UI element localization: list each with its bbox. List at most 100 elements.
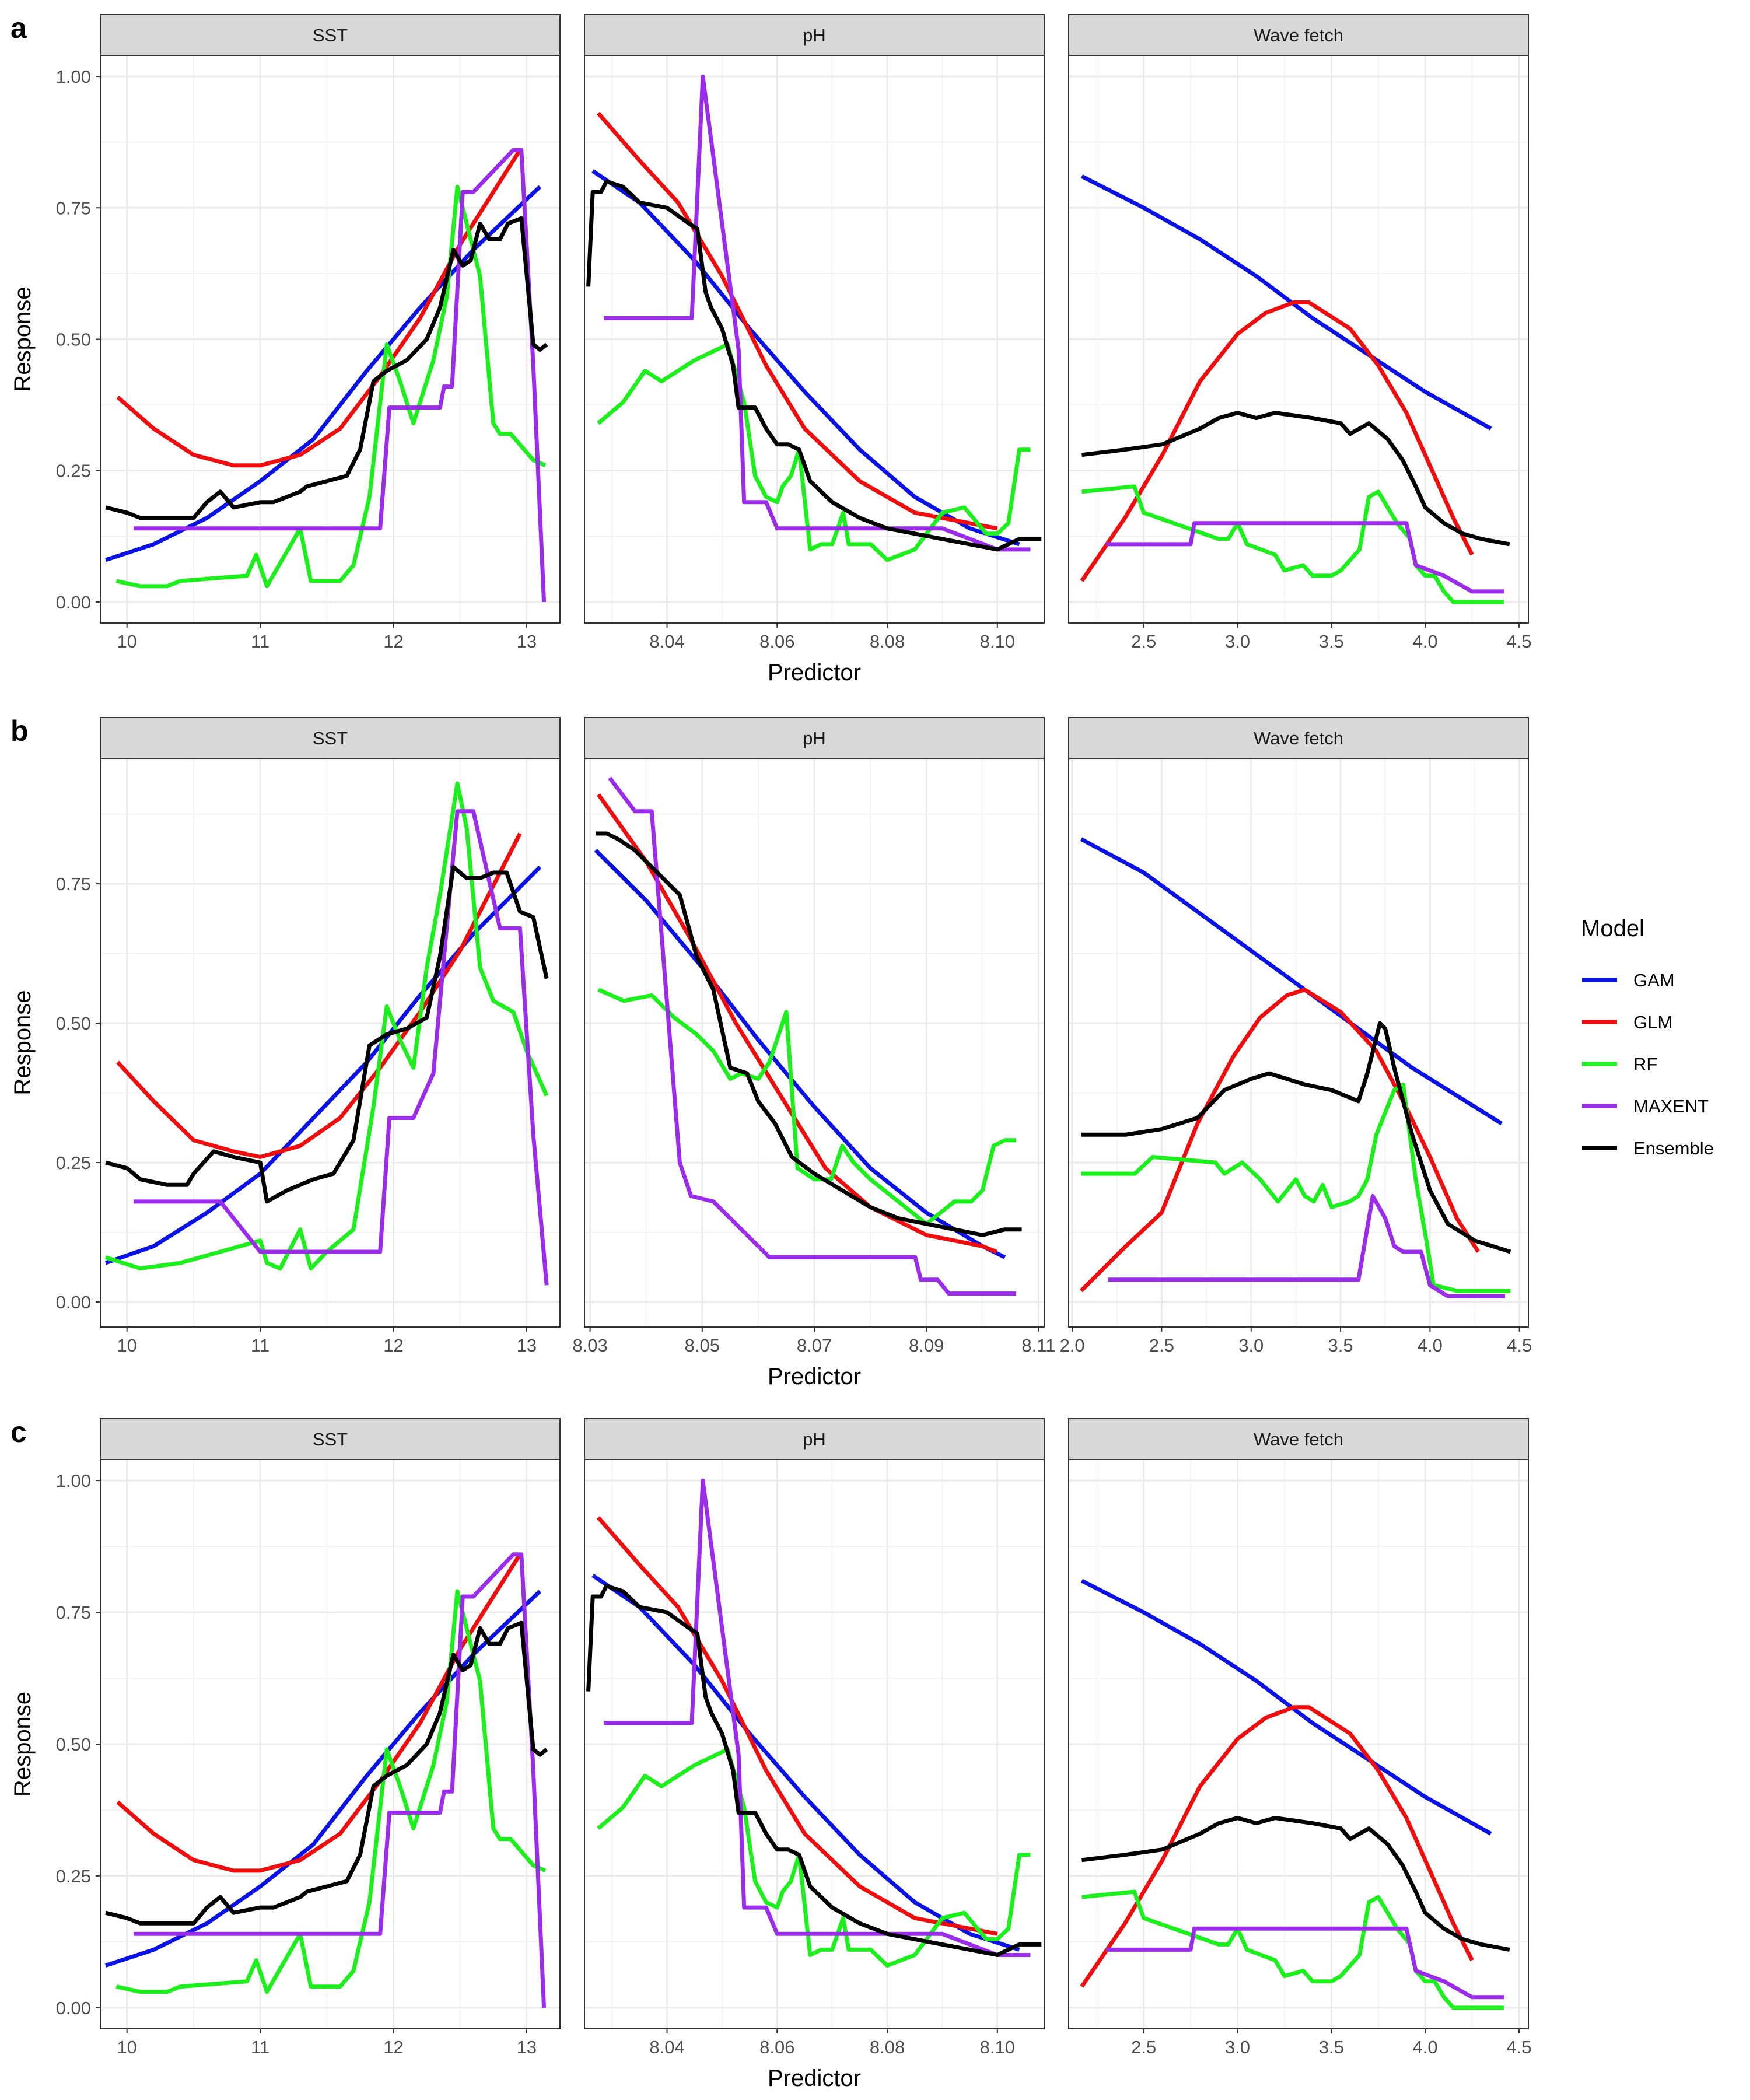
facet-strip-label: SST bbox=[313, 1429, 348, 1450]
panel-border bbox=[584, 1459, 1045, 2029]
x-tick-label: 8.06 bbox=[760, 631, 794, 652]
x-axis-title: Predictor bbox=[768, 660, 861, 685]
y-tick-label: 0.00 bbox=[56, 592, 91, 612]
legend-title: Model bbox=[1581, 916, 1644, 942]
facet-strip bbox=[1068, 14, 1529, 56]
legend-label: GLM bbox=[1633, 1012, 1672, 1032]
series-group bbox=[105, 1552, 548, 2008]
x-tick-label: 13 bbox=[517, 1335, 537, 1356]
panel-sst: SST 10 11 12 13 bbox=[100, 14, 561, 652]
facet-strip-label: Wave fetch bbox=[1254, 728, 1343, 748]
facet-strip-label: SST bbox=[313, 25, 348, 46]
legend-item-rf: RF bbox=[1582, 1054, 1657, 1074]
series-group bbox=[586, 1478, 1042, 1968]
row-b: b 0.00 0.25 0.50 0.75 Response Predictor SST 10 1… bbox=[10, 715, 1532, 1390]
x-tick-label: 8.09 bbox=[909, 1335, 944, 1356]
y-tick-label: 0.50 bbox=[56, 330, 91, 350]
legend-label: RF bbox=[1633, 1054, 1657, 1074]
row-label: c bbox=[10, 1416, 27, 1448]
series-line-maxent bbox=[604, 1478, 1031, 1957]
facet-strip-label: pH bbox=[803, 728, 826, 748]
series-line-gam bbox=[105, 185, 542, 562]
series-line-rf bbox=[597, 988, 1016, 1226]
x-tick-label: 4.0 bbox=[1413, 631, 1438, 652]
panel-wave-fetch: Wave fetch 2.5 3.0 3.5 4.0 4.5 bbox=[1068, 1418, 1531, 2057]
facet-strip bbox=[584, 1418, 1045, 1460]
x-tick-label: 4.5 bbox=[1506, 2037, 1531, 2057]
series-line-maxent bbox=[1106, 521, 1504, 594]
x-tick-label: 10 bbox=[117, 1335, 136, 1356]
x-tick-label: 8.06 bbox=[760, 2037, 794, 2057]
series-group bbox=[105, 148, 548, 603]
series-line-glm bbox=[116, 832, 522, 1159]
x-tick-label: 8.07 bbox=[797, 1335, 832, 1356]
y-tick-label: 0.75 bbox=[56, 1602, 91, 1623]
series-line-rf bbox=[116, 1589, 547, 1994]
series-line-maxent bbox=[1108, 1194, 1506, 1298]
y-tick-label: 0.50 bbox=[56, 1734, 91, 1755]
x-tick-label: 2.5 bbox=[1131, 631, 1156, 652]
x-tick-label: 2.0 bbox=[1060, 1335, 1085, 1356]
series-group bbox=[586, 74, 1042, 562]
x-tick-label: 8.10 bbox=[980, 2037, 1015, 2057]
x-tick-label: 3.5 bbox=[1319, 631, 1344, 652]
y-tick-label: 0.00 bbox=[56, 1292, 91, 1312]
x-tick-label: 3.0 bbox=[1225, 2037, 1250, 2057]
facet-strip bbox=[100, 14, 561, 56]
series-line-maxent bbox=[134, 148, 547, 603]
facet-strip-label: Wave fetch bbox=[1254, 25, 1343, 46]
series-line-rf bbox=[1081, 1082, 1511, 1293]
x-tick-label: 2.5 bbox=[1149, 1335, 1174, 1356]
panel-ph: pH 8.04 8.06 8.08 8.10 bbox=[584, 14, 1045, 652]
y-tick-label: 1.00 bbox=[56, 1471, 91, 1491]
series-group bbox=[1080, 1578, 1510, 2010]
x-tick-label: 2.5 bbox=[1131, 2037, 1156, 2057]
series-line-ensemble bbox=[586, 179, 1042, 552]
x-tick-label: 11 bbox=[251, 631, 270, 652]
series-line-ensemble bbox=[586, 1584, 1042, 1957]
panel-border bbox=[1068, 55, 1529, 624]
series-line-glm bbox=[597, 793, 998, 1254]
panel-ph: pH 8.03 8.05 8.07 8.09 8.11 bbox=[572, 717, 1055, 1356]
row-a: a 0.00 0.25 0.50 0.75 1.00 Response Predictor SS… bbox=[10, 12, 1531, 685]
series-line-gam bbox=[1080, 1578, 1492, 1836]
facet-strip-label: Wave fetch bbox=[1254, 1429, 1343, 1450]
series-group bbox=[1080, 174, 1510, 604]
x-tick-label: 11 bbox=[251, 1335, 270, 1356]
x-tick-label: 12 bbox=[383, 1335, 403, 1356]
series-line-glm bbox=[116, 149, 522, 468]
x-tick-label: 8.08 bbox=[870, 631, 905, 652]
x-tick-label: 8.10 bbox=[980, 631, 1015, 652]
y-axis-title: Response bbox=[10, 286, 36, 391]
x-axis-title: Predictor bbox=[768, 1364, 861, 1390]
x-axis-title: Predictor bbox=[768, 2066, 861, 2091]
series-line-gam bbox=[1080, 174, 1492, 430]
y-axis-title: Response bbox=[10, 1692, 36, 1797]
y-tick-label: 0.25 bbox=[56, 461, 91, 481]
series-line-glm bbox=[116, 1553, 522, 1873]
y-tick-label: 0.25 bbox=[56, 1153, 91, 1173]
facet-strip bbox=[584, 717, 1045, 759]
legend-label: GAM bbox=[1633, 970, 1675, 991]
y-tick-label: 1.00 bbox=[56, 66, 91, 87]
series-line-rf bbox=[597, 342, 1031, 562]
row-c: c 0.00 0.25 0.50 0.75 1.00 Response Predictor SS… bbox=[10, 1416, 1531, 2091]
legend-label: Ensemble bbox=[1633, 1138, 1714, 1158]
y-tick-label: 0.00 bbox=[56, 1998, 91, 2018]
x-tick-label: 11 bbox=[251, 2037, 270, 2057]
y-tick-label: 0.25 bbox=[56, 1866, 91, 1887]
x-tick-label: 4.5 bbox=[1506, 631, 1531, 652]
panel-wave-fetch: Wave fetch 2.5 3.0 3.5 4.0 4.5 bbox=[1068, 14, 1531, 652]
series-line-ensemble bbox=[105, 216, 548, 520]
series-line-maxent bbox=[134, 809, 549, 1286]
facet-strip bbox=[100, 717, 561, 759]
panel-ph: pH 8.04 8.06 8.08 8.10 bbox=[584, 1418, 1045, 2057]
panel-border bbox=[100, 1459, 561, 2029]
legend-item-glm: GLM bbox=[1582, 1012, 1672, 1032]
series-line-ensemble bbox=[105, 864, 549, 1204]
series-line-rf bbox=[1082, 1889, 1504, 2010]
y-axis-title: Response bbox=[10, 990, 36, 1095]
panel-border bbox=[1068, 1459, 1529, 2029]
panel-border bbox=[100, 55, 561, 624]
